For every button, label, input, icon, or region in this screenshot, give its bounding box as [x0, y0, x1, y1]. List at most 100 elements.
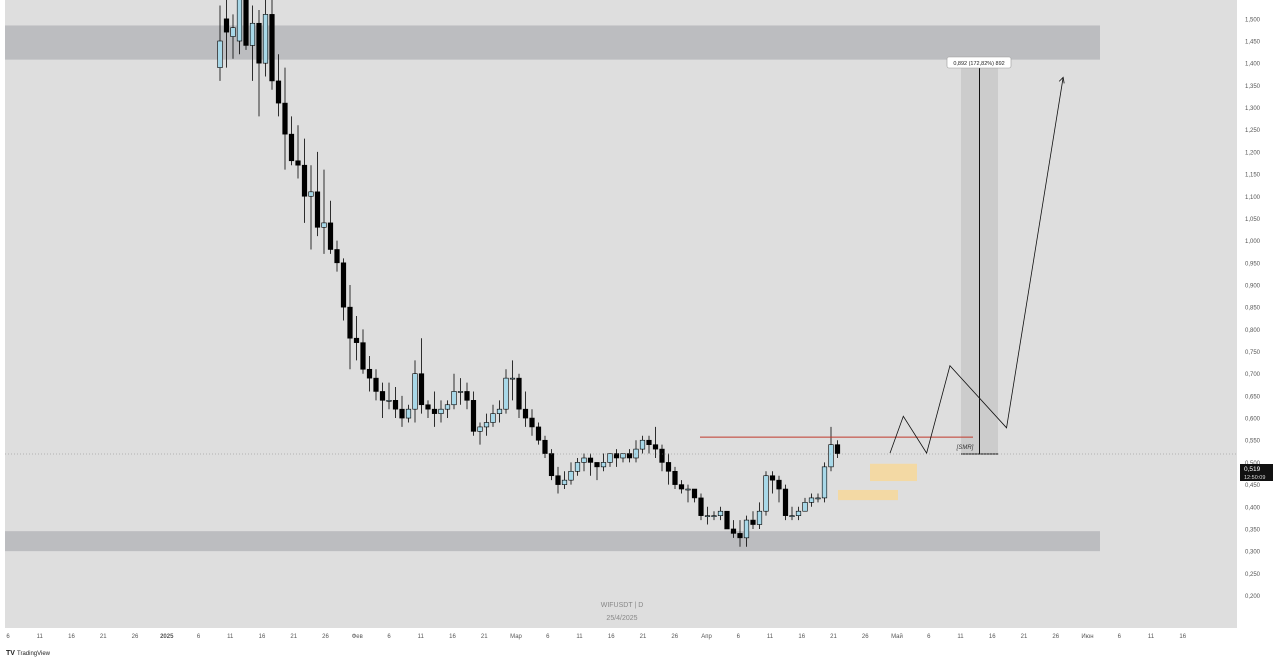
- candle-body: [607, 453, 613, 463]
- candle-body: [490, 413, 496, 423]
- x-tick-label: 6: [197, 634, 201, 640]
- candle-body: [763, 475, 769, 512]
- candle-body: [529, 417, 535, 428]
- x-tick-label: 21: [1021, 634, 1028, 640]
- plot-background: [5, 0, 1237, 628]
- candle-body: [366, 368, 373, 379]
- candle-body: [711, 515, 717, 517]
- candle-body: [574, 462, 581, 472]
- x-tick-label: 16: [68, 634, 75, 640]
- y-tick-label: 1,400: [1245, 62, 1261, 68]
- candle-body: [379, 391, 386, 401]
- x-tick-label: 11: [957, 634, 964, 640]
- candle-body: [282, 102, 288, 135]
- candle-body: [236, 0, 243, 42]
- y-tick-label: 0,400: [1245, 505, 1261, 511]
- candle-body: [301, 164, 308, 197]
- candle-body: [789, 515, 795, 517]
- candle-body: [802, 502, 808, 512]
- zones-layer: [5, 25, 1100, 552]
- x-tick-label: 6: [927, 634, 931, 640]
- current-price-tag: 0,519 12:50:09: [1240, 464, 1273, 481]
- x-tick-label: 11: [1148, 634, 1155, 640]
- candle-body: [314, 191, 321, 228]
- candle-body: [386, 400, 392, 402]
- tradingview-logo-icon: TV: [6, 650, 15, 657]
- x-tick-label: 26: [322, 634, 329, 640]
- candle-body: [522, 408, 529, 419]
- candle-body: [223, 18, 230, 33]
- candle-body: [594, 462, 600, 468]
- candle-body: [626, 453, 633, 459]
- candle-body: [503, 377, 509, 410]
- y-tick-label: 0,550: [1245, 439, 1261, 445]
- demand-zone: [5, 531, 1100, 552]
- candle-body: [639, 439, 646, 450]
- x-tick-label: 6: [546, 634, 550, 640]
- symbol-label: WIFUSDT | D: [601, 602, 644, 609]
- candle-body: [730, 528, 737, 534]
- candle-body: [808, 497, 815, 503]
- candle-body: [399, 408, 405, 419]
- candle-body: [665, 462, 672, 472]
- y-tick-label: 0,250: [1245, 572, 1261, 578]
- x-tick-label: 6: [387, 634, 391, 640]
- y-tick-label: 0,350: [1245, 527, 1261, 533]
- measure-layer: [961, 57, 998, 455]
- candle-body: [769, 475, 776, 481]
- order-block: [870, 463, 917, 482]
- candle-body: [230, 27, 236, 37]
- candle-body: [782, 488, 789, 516]
- candle-body: [704, 515, 711, 517]
- y-tick-label: 1,050: [1245, 217, 1261, 223]
- candle-body: [587, 457, 594, 463]
- x-tick-label: 26: [1052, 634, 1059, 640]
- candle-body: [464, 391, 470, 401]
- x-tick-label: Фев: [352, 634, 363, 640]
- candles-layer: [217, 0, 841, 547]
- candle-body: [451, 391, 457, 406]
- y-tick-label: 0,700: [1245, 372, 1261, 378]
- x-tick-label: 6: [737, 634, 741, 640]
- countdown-value: 12:50:09: [1244, 475, 1265, 481]
- candle-body: [321, 222, 327, 228]
- x-axis: 6 11 16 21 26 2025 6 11 16 21 26 Фев 6 11 16 21 Мар 6 11 16…: [6, 633, 1186, 640]
- candle-body: [477, 426, 483, 432]
- x-tick-label: 26: [671, 634, 678, 640]
- candle-body: [698, 497, 704, 516]
- candle-body: [743, 519, 750, 539]
- x-tick-label: 21: [830, 634, 837, 640]
- candle-body: [249, 22, 256, 46]
- candle-body: [659, 448, 665, 463]
- candle-body: [217, 40, 223, 68]
- candle-body: [275, 80, 282, 104]
- y-tick-label: 1,150: [1245, 173, 1261, 179]
- supply-zone: [5, 25, 1100, 60]
- current-price-value: 0,519: [1244, 466, 1261, 473]
- candle-body: [756, 510, 763, 525]
- y-axis: 1,550 1,500 1,450 1,400 1,350 1,300 1,250 1,200…: [1245, 0, 1261, 600]
- x-tick-label: 21: [640, 634, 647, 640]
- y-tick-label: 1,250: [1245, 128, 1261, 134]
- projection-path: [889, 77, 1064, 455]
- y-tick-label: 1,100: [1245, 195, 1261, 201]
- candle-body: [828, 444, 834, 468]
- candle-body: [457, 391, 464, 393]
- candle-body: [392, 400, 399, 410]
- candle-body: [405, 408, 412, 419]
- y-tick-label: 1,500: [1245, 17, 1261, 23]
- x-tick-label: 6: [1118, 634, 1122, 640]
- tradingview-logo[interactable]: TV TradingView: [6, 650, 51, 657]
- candle-body: [795, 510, 802, 516]
- candle-body: [678, 484, 685, 490]
- x-tick-label: 26: [862, 634, 869, 640]
- y-tick-label: 1,300: [1245, 106, 1261, 112]
- y-tick-label: 1,000: [1245, 239, 1261, 245]
- candle-body: [568, 470, 574, 481]
- candle-body: [535, 426, 542, 441]
- x-tick-label: 11: [418, 634, 425, 640]
- candle-body: [613, 453, 620, 459]
- smr-label: [SMR]: [956, 445, 974, 451]
- candle-body: [288, 133, 295, 162]
- projection-arrow-head: [1058, 76, 1065, 84]
